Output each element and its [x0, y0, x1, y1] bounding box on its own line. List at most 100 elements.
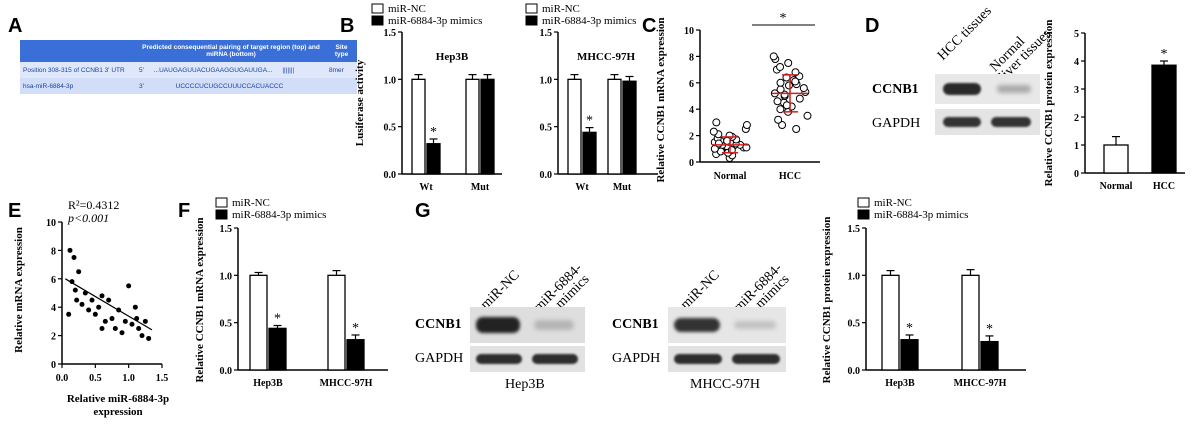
significance-star: * [352, 321, 359, 336]
band [943, 117, 981, 127]
blot-g1-lane-labels: miR-NC miR-6884-3p mimics [470, 240, 620, 324]
seq-row-site [326, 78, 357, 94]
significance-star: * [274, 312, 281, 327]
data-point [72, 287, 78, 293]
data-point [74, 297, 80, 303]
chart-E-axes [58, 221, 162, 365]
y-axis-label: Relative CCNB1 mRNA expression [655, 17, 667, 182]
x-tick-label: 1.5 [156, 373, 169, 384]
bar [346, 339, 365, 371]
bar [268, 327, 287, 371]
blot-band-label: GAPDH [415, 351, 464, 366]
panel-label-d: D [865, 15, 880, 37]
bar [1103, 144, 1129, 174]
y-tick-label: 0.0 [220, 366, 233, 377]
blot-band-label: GAPDH [612, 351, 661, 366]
data-point [89, 297, 95, 303]
data-point [102, 318, 108, 324]
y-tick-label: 1 [1074, 141, 1079, 152]
y-tick-label: 2 [51, 332, 56, 343]
stats-r2: R²=0.4312 [68, 198, 119, 212]
y-tick-label: 0.0 [384, 170, 397, 181]
blot-g1-ccnb1 [470, 307, 585, 343]
y-tick-label: 1.0 [540, 75, 553, 86]
y-tick-label: 0 [1074, 169, 1079, 180]
chart-title: MHCC-97H [577, 51, 635, 63]
panel-label-e: E [8, 200, 22, 222]
band [674, 318, 720, 332]
band [732, 354, 780, 364]
x-axis-label: Relative miR-6884-3p [67, 393, 169, 405]
band [476, 317, 520, 333]
seq-row-name: hsa-miR-6884-3p [20, 78, 136, 94]
x-tick-label: HCC [1153, 181, 1175, 192]
y-tick-label: 1.0 [848, 271, 861, 282]
bar [426, 143, 441, 175]
data-point [92, 311, 98, 317]
x-tick-label: 1.0 [122, 373, 135, 384]
seq-end: 3' [139, 82, 144, 90]
blot-band-label: CCNB1 [872, 82, 919, 97]
data-point [773, 97, 782, 106]
data-point [776, 78, 785, 87]
bar [465, 78, 480, 175]
data-point [142, 318, 148, 324]
y-tick-label: 1.0 [220, 271, 233, 282]
y-tick-label: 2 [689, 132, 694, 143]
panel-label-f: F [178, 200, 191, 222]
blot-band-label: CCNB1 [612, 317, 659, 332]
data-point [112, 326, 118, 331]
data-point [126, 283, 132, 289]
y-axis-label: Relative CCNB1 protein expression [821, 217, 833, 384]
data-point [769, 52, 778, 61]
data-point [799, 84, 808, 93]
data-point [776, 105, 785, 114]
x-tick-label: Wt [575, 182, 589, 193]
band [476, 354, 522, 364]
significance-star: * [1161, 47, 1168, 62]
data-point [742, 121, 751, 130]
x-tick-label: MHCC-97H [320, 378, 373, 389]
seq-row-site: 8mer [326, 62, 357, 78]
significance-star: * [586, 114, 593, 129]
y-tick-label: 1.5 [220, 224, 233, 235]
y-axis-label: Relative mRNA expression [13, 227, 25, 353]
y-tick-label: 6 [51, 275, 56, 286]
blot-g2-ccnb1 [668, 307, 786, 343]
data-point [129, 321, 135, 327]
band [991, 117, 1031, 127]
seq-text: UCCCCUCUGCCUUUCCACUACCC [175, 82, 284, 90]
panel-label-a: A [8, 15, 23, 37]
y-axis-label: Relative CCNB1 protein expression [1043, 20, 1055, 187]
band [674, 354, 722, 364]
panel-label-g: G [415, 200, 431, 222]
stats-p: p<0.001 [67, 211, 109, 225]
legend-mimics-swatch [525, 15, 538, 26]
data-point [109, 316, 115, 322]
legend-nc-label: miR-NC [388, 3, 426, 15]
data-point [791, 77, 800, 86]
legend-nc-swatch [857, 197, 870, 208]
x-tick-label: 0.5 [89, 373, 102, 384]
legend-mimics-swatch [857, 209, 870, 220]
band [943, 83, 981, 95]
significance-star: * [430, 125, 437, 140]
bar [411, 78, 426, 175]
blot-cell-label: MHCC-97H [690, 377, 761, 392]
x-tick-label: Mut [613, 182, 632, 193]
y-tick-label: 10 [684, 26, 694, 37]
y-axis-label: Lusiferase activity [354, 59, 366, 146]
data-point [106, 297, 112, 303]
seq-text: ...UAUGAGUUACUGAAGGUGAUUGA... [153, 66, 273, 74]
data-point [67, 247, 73, 253]
data-point [714, 139, 723, 148]
legend-nc-swatch [215, 197, 228, 208]
y-tick-label: 0.5 [384, 123, 397, 134]
lane-label: HCC tissues [935, 3, 995, 64]
data-point [776, 85, 785, 94]
seq-header-blank [20, 40, 136, 62]
data-point [136, 326, 142, 331]
y-tick-label: 1.5 [540, 28, 553, 39]
legend-nc-swatch [525, 3, 538, 14]
